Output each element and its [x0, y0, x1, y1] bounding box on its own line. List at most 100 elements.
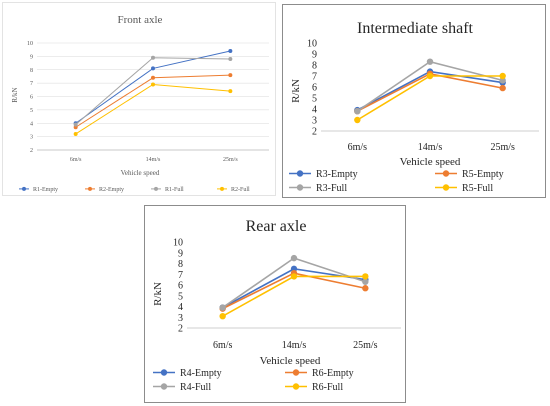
x-axis-label: Vehicle speed — [400, 156, 461, 168]
legend-label: R4-Empty — [180, 368, 222, 379]
data-point — [219, 304, 226, 311]
data-point — [228, 73, 233, 78]
y-tick-label: 6 — [30, 95, 33, 101]
legend-label: R6-Empty — [312, 368, 354, 379]
data-point — [228, 89, 233, 94]
x-axis-label: Vehicle speed — [260, 355, 321, 367]
series-line — [222, 257, 366, 309]
legend-item: R2-Empty — [85, 186, 124, 193]
x-tick-label: 6m/s — [213, 340, 233, 351]
data-point — [228, 49, 233, 54]
legend-item: R6-Full — [285, 382, 343, 393]
legend-item: R5-Empty — [435, 169, 504, 180]
data-point — [362, 273, 369, 280]
y-tick-label: 7 — [312, 72, 317, 83]
x-tick-label: 25m/s — [353, 340, 378, 351]
data-point — [354, 116, 361, 124]
y-tick-label: 10 — [307, 39, 317, 50]
data-point — [151, 75, 155, 80]
y-tick-label: 10 — [27, 41, 33, 47]
front-axle-panel: Front axle R/kN Vehicle speed 2 3 4 5 6 7 8 9 10… — [2, 2, 276, 196]
y-tick-label: 4 — [312, 105, 317, 116]
y-axis-label: R/kN — [152, 282, 164, 306]
legend-item: R1-Full — [151, 186, 184, 193]
y-tick-label: 4 — [30, 121, 33, 127]
legend-label: R4-Full — [180, 382, 211, 393]
y-axis-label: R/kN — [290, 79, 302, 103]
series-line — [75, 83, 231, 135]
x-axis-label: Vehicle speed — [121, 169, 160, 177]
y-tick-label: 2 — [312, 127, 317, 138]
legend-label: R1-Empty — [33, 187, 58, 193]
data-point — [151, 82, 155, 87]
y-tick-label: 2 — [178, 324, 183, 335]
y-tick-label: 3 — [30, 135, 33, 141]
data-point — [354, 108, 361, 115]
data-point — [290, 273, 298, 280]
x-tick-label: 14m/s — [146, 157, 161, 163]
legend-marker — [442, 170, 450, 177]
legend-label: R2-Empty — [99, 187, 124, 193]
legend-item: R6-Empty — [285, 368, 354, 379]
data-point — [499, 77, 506, 84]
legend-item: R4-Full — [153, 382, 211, 393]
y-tick-label: 9 — [178, 248, 183, 259]
x-tick-label: 14m/s — [418, 142, 443, 153]
data-point — [228, 57, 233, 62]
legend-item: R1-Empty — [19, 186, 58, 193]
legend-marker — [442, 184, 450, 191]
data-point — [73, 131, 78, 136]
x-tick-label: 6m/s — [70, 157, 82, 163]
legend-label: R3-Full — [316, 183, 347, 194]
data-point — [426, 58, 434, 65]
chart-title: Front axle — [118, 14, 163, 26]
data-point — [499, 84, 506, 92]
legend-marker — [160, 383, 168, 390]
chart-title: Intermediate shaft — [357, 20, 474, 37]
y-tick-label: 3 — [178, 313, 183, 324]
legend-item: R3-Full — [289, 183, 347, 194]
front-axle-chart: Front axle R/kN Vehicle speed 2 3 4 5 6 7 8 9 10… — [11, 14, 269, 193]
x-tick-label: 6m/s — [348, 142, 368, 153]
legend-marker — [296, 170, 304, 177]
y-axis-label: R/kN — [11, 87, 19, 102]
y-tick-label: 7 — [178, 270, 183, 281]
legend-marker — [220, 186, 224, 191]
legend-item: R4-Empty — [153, 368, 222, 379]
data-point — [499, 72, 506, 80]
intermediate-shaft-chart: Intermediate shaft R/kN Vehicle speed 23… — [289, 20, 539, 194]
legend-label: R3-Empty — [316, 169, 358, 180]
legend-label: R5-Empty — [462, 169, 504, 180]
legend-marker — [160, 369, 168, 376]
y-tick-label: 6 — [178, 281, 183, 292]
legend-label: R1-Full — [165, 187, 184, 193]
data-point — [290, 254, 298, 262]
rear-axle-panel: Rear axle R/kN Vehicle speed 2 3 4 5 6 7 8 9 10 6… — [144, 205, 406, 403]
data-point — [73, 122, 78, 127]
legend-item: R3-Empty — [289, 169, 358, 180]
y-tick-label: 4 — [178, 302, 183, 313]
y-tick-label: 6 — [312, 83, 317, 94]
data-point — [151, 66, 155, 71]
x-tick-label: 14m/s — [282, 340, 307, 351]
y-tick-label: 9 — [312, 50, 317, 61]
legend-marker — [154, 186, 158, 191]
legend-marker — [296, 184, 304, 191]
y-tick-label: 5 — [30, 108, 33, 114]
y-tick-label: 3 — [312, 116, 317, 127]
y-tick-label: 7 — [30, 81, 33, 87]
legend-label: R2-Full — [231, 187, 250, 193]
legend-marker — [292, 369, 300, 376]
legend-item: R2-Full — [217, 186, 250, 193]
x-tick-label: 25m/s — [490, 142, 515, 153]
y-tick-label: 5 — [178, 291, 183, 302]
x-tick-label: 25m/s — [223, 157, 238, 163]
chart-title: Rear axle — [246, 218, 307, 235]
y-tick-label: 10 — [173, 238, 183, 249]
legend-item: R5-Full — [435, 183, 493, 194]
y-tick-label: 2 — [30, 148, 33, 154]
data-point — [362, 285, 369, 292]
y-tick-label: 5 — [312, 94, 317, 105]
